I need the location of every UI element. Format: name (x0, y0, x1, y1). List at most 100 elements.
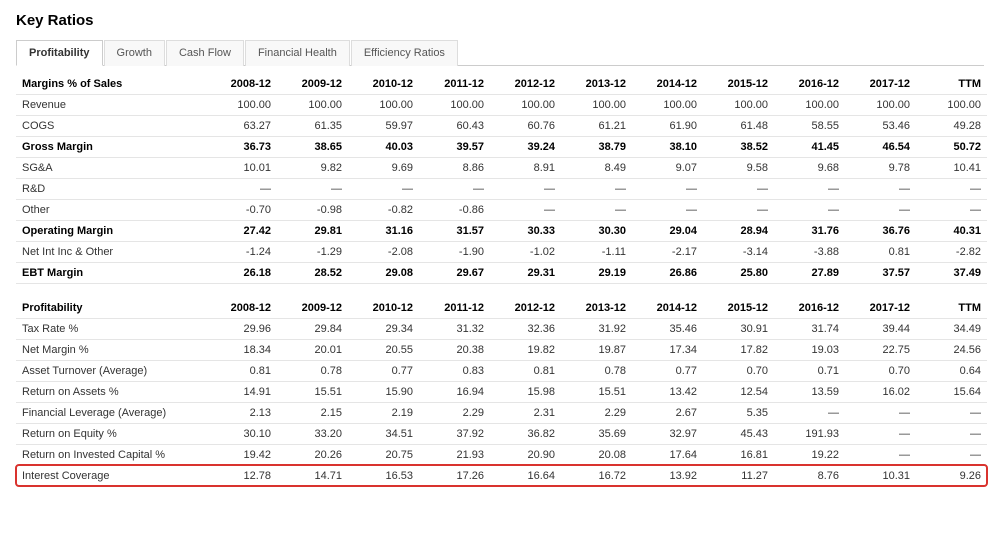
cell-value: -1.02 (490, 242, 561, 263)
cell-value: 34.49 (916, 318, 987, 339)
table-row: EBT Margin26.1828.5229.0829.6729.3129.19… (16, 263, 987, 284)
cell-value: 22.75 (845, 339, 916, 360)
cell-value: 31.76 (774, 221, 845, 242)
cell-value: 29.84 (277, 318, 348, 339)
cell-value: 41.45 (774, 137, 845, 158)
row-label: Net Margin % (16, 339, 206, 360)
cell-value: 36.73 (206, 137, 277, 158)
cell-value: 0.78 (561, 360, 632, 381)
cell-value: 0.81 (490, 360, 561, 381)
cell-value: — (632, 179, 703, 200)
cell-value: 16.53 (348, 465, 419, 486)
column-header: TTM (916, 74, 987, 95)
tab-profitability[interactable]: Profitability (16, 40, 103, 66)
tab-effratios[interactable]: Efficiency Ratios (351, 40, 458, 66)
cell-value: — (419, 179, 490, 200)
cell-value: 100.00 (206, 95, 277, 116)
cell-value: 29.04 (632, 221, 703, 242)
cell-value: 36.76 (845, 221, 916, 242)
cell-value: — (206, 179, 277, 200)
cell-value: 17.34 (632, 339, 703, 360)
cell-value: 20.90 (490, 444, 561, 465)
row-label: Financial Leverage (Average) (16, 402, 206, 423)
section-gap (16, 284, 987, 298)
cell-value: 53.46 (845, 116, 916, 137)
cell-value: 26.86 (632, 263, 703, 284)
cell-value: 35.69 (561, 423, 632, 444)
cell-value: 61.90 (632, 116, 703, 137)
cell-value: 0.71 (774, 360, 845, 381)
table-row: R&D——————————— (16, 179, 987, 200)
cell-value: 14.91 (206, 381, 277, 402)
column-header: 2015-12 (703, 74, 774, 95)
cell-value: -2.82 (916, 242, 987, 263)
cell-value: 0.70 (845, 360, 916, 381)
cell-value: 17.64 (632, 444, 703, 465)
row-label: Revenue (16, 95, 206, 116)
cell-value: 8.76 (774, 465, 845, 486)
cell-value: 24.56 (916, 339, 987, 360)
cell-value: 0.81 (845, 242, 916, 263)
table-row: SG&A10.019.829.698.868.918.499.079.589.6… (16, 158, 987, 179)
cell-value: 15.90 (348, 381, 419, 402)
tab-finhealth[interactable]: Financial Health (245, 40, 350, 66)
cell-value: 36.82 (490, 423, 561, 444)
tab-cashflow[interactable]: Cash Flow (166, 40, 244, 66)
table-row: Operating Margin27.4229.8131.1631.5730.3… (16, 221, 987, 242)
cell-value: 29.67 (419, 263, 490, 284)
column-header: 2012-12 (490, 298, 561, 319)
cell-value: 29.19 (561, 263, 632, 284)
tab-growth[interactable]: Growth (104, 40, 165, 66)
cell-value: 0.70 (703, 360, 774, 381)
column-header: 2014-12 (632, 298, 703, 319)
cell-value: 100.00 (561, 95, 632, 116)
cell-value: — (916, 444, 987, 465)
cell-value: 8.86 (419, 158, 490, 179)
cell-value: 39.57 (419, 137, 490, 158)
cell-value: 2.19 (348, 402, 419, 423)
cell-value: 30.91 (703, 318, 774, 339)
table-row: Tax Rate %29.9629.8429.3431.3232.3631.92… (16, 318, 987, 339)
cell-value: — (561, 200, 632, 221)
cell-value: -3.88 (774, 242, 845, 263)
cell-value: 60.76 (490, 116, 561, 137)
cell-value: 8.91 (490, 158, 561, 179)
row-label: Asset Turnover (Average) (16, 360, 206, 381)
table-row: Other-0.70-0.98-0.82-0.86——————— (16, 200, 987, 221)
cell-value: 16.02 (845, 381, 916, 402)
cell-value: 0.83 (419, 360, 490, 381)
cell-value: — (845, 402, 916, 423)
table-row: Net Int Inc & Other-1.24-1.29-2.08-1.90-… (16, 242, 987, 263)
cell-value: — (490, 200, 561, 221)
cell-value: 29.34 (348, 318, 419, 339)
cell-value: 11.27 (703, 465, 774, 486)
cell-value: 19.03 (774, 339, 845, 360)
column-header: 2016-12 (774, 74, 845, 95)
cell-value: 19.87 (561, 339, 632, 360)
cell-value: 100.00 (277, 95, 348, 116)
row-label: Return on Invested Capital % (16, 444, 206, 465)
cell-value: — (632, 200, 703, 221)
row-label: Net Int Inc & Other (16, 242, 206, 263)
cell-value: 10.01 (206, 158, 277, 179)
cell-value: 0.78 (277, 360, 348, 381)
row-label: Gross Margin (16, 137, 206, 158)
cell-value: 25.80 (703, 263, 774, 284)
row-label: EBT Margin (16, 263, 206, 284)
cell-value: 29.31 (490, 263, 561, 284)
cell-value: 63.27 (206, 116, 277, 137)
column-header: 2014-12 (632, 74, 703, 95)
cell-value: — (845, 444, 916, 465)
cell-value: 39.44 (845, 318, 916, 339)
cell-value: 10.31 (845, 465, 916, 486)
cell-value: 9.58 (703, 158, 774, 179)
cell-value: 20.38 (419, 339, 490, 360)
cell-value: 9.68 (774, 158, 845, 179)
cell-value: 13.92 (632, 465, 703, 486)
row-label: Operating Margin (16, 221, 206, 242)
cell-value: 8.49 (561, 158, 632, 179)
ratios-table: Margins % of Sales2008-122009-122010-122… (16, 74, 987, 486)
cell-value: 30.33 (490, 221, 561, 242)
cell-value: 2.67 (632, 402, 703, 423)
column-header: 2008-12 (206, 298, 277, 319)
